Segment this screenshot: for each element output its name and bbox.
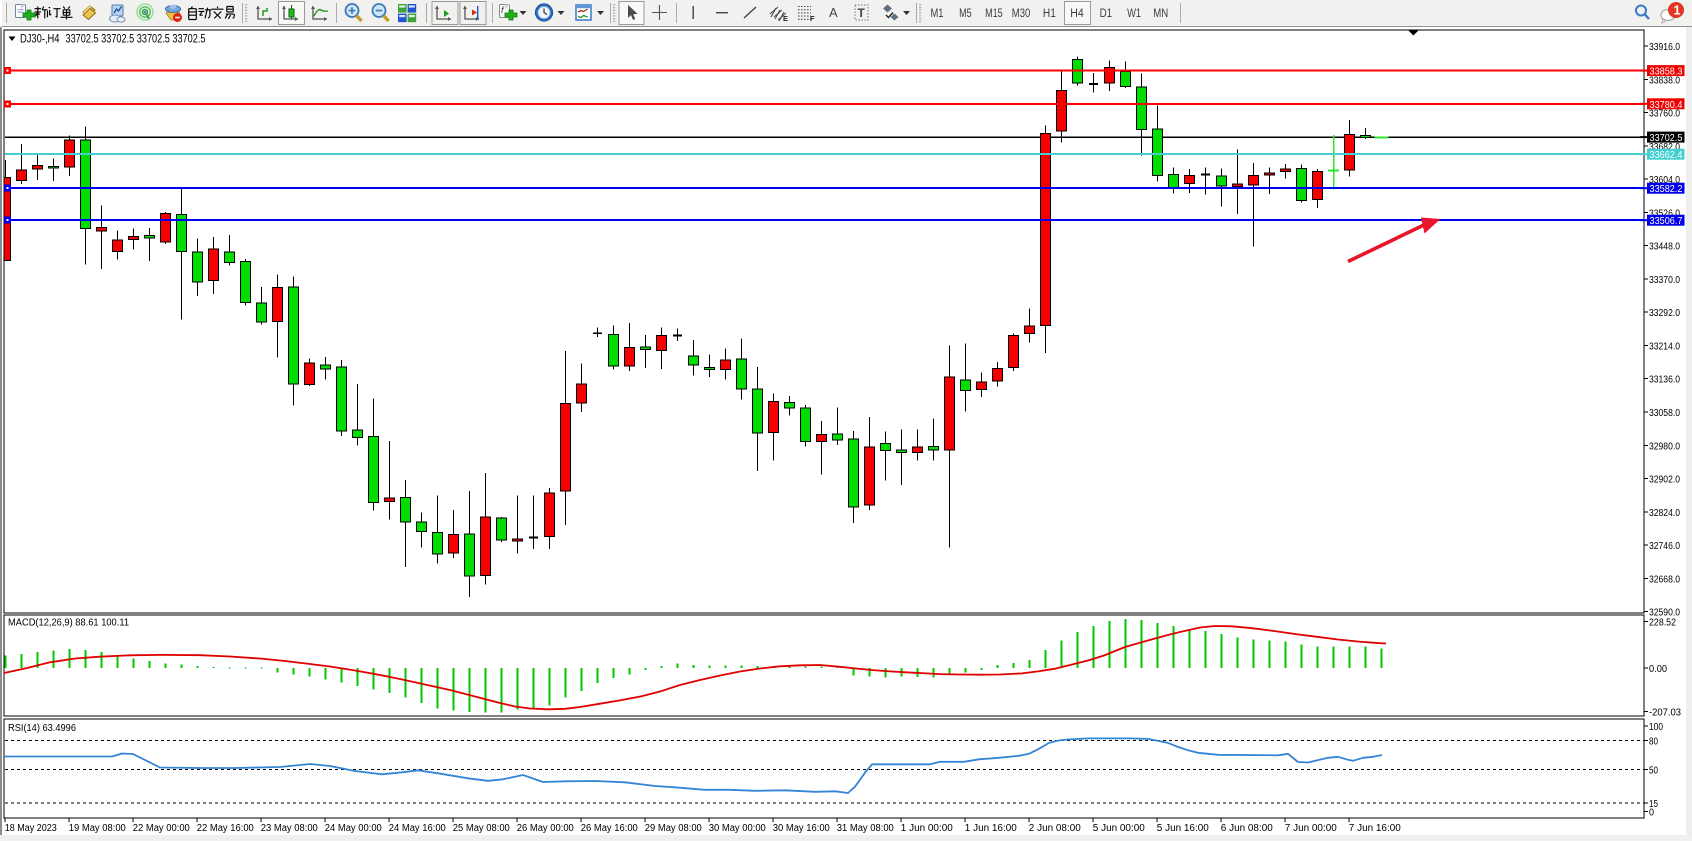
svg-text:D1: D1 xyxy=(1100,8,1113,20)
svg-text:f: f xyxy=(501,5,505,15)
svg-text:22 May 16:00: 22 May 16:00 xyxy=(197,823,254,834)
svg-text:33662.4: 33662.4 xyxy=(1650,149,1683,161)
svg-text:33760.0: 33760.0 xyxy=(1649,109,1680,120)
svg-text:30 May 00:00: 30 May 00:00 xyxy=(709,823,766,834)
svg-text:33214.0: 33214.0 xyxy=(1649,341,1680,352)
svg-text:19 May 08:00: 19 May 08:00 xyxy=(69,823,126,834)
svg-text:E: E xyxy=(783,14,788,23)
svg-text:80: 80 xyxy=(1649,737,1658,748)
svg-text:33682.0: 33682.0 xyxy=(1649,142,1680,153)
svg-text:32590.0: 32590.0 xyxy=(1649,608,1680,619)
svg-text:7 Jun 00:00: 7 Jun 00:00 xyxy=(1285,823,1337,834)
svg-text:MN: MN xyxy=(1153,8,1168,20)
svg-text:24 May 16:00: 24 May 16:00 xyxy=(389,823,446,834)
svg-text:22 May 00:00: 22 May 00:00 xyxy=(133,823,190,834)
svg-text:0.00: 0.00 xyxy=(1649,664,1667,675)
svg-text:25 May 08:00: 25 May 08:00 xyxy=(453,823,510,834)
svg-text:7 Jun 16:00: 7 Jun 16:00 xyxy=(1349,823,1401,834)
svg-text:26 May 16:00: 26 May 16:00 xyxy=(581,823,638,834)
svg-text:2 Jun 08:00: 2 Jun 08:00 xyxy=(1029,823,1081,834)
svg-text:1 Jun 16:00: 1 Jun 16:00 xyxy=(965,823,1017,834)
svg-text:100: 100 xyxy=(1649,722,1663,733)
svg-text:33780.4: 33780.4 xyxy=(1650,99,1683,111)
svg-text:DJ30-,H4: DJ30-,H4 xyxy=(20,34,60,46)
svg-text:M30: M30 xyxy=(1012,8,1031,20)
svg-text:6 Jun 08:00: 6 Jun 08:00 xyxy=(1221,823,1273,834)
svg-text:33058.0: 33058.0 xyxy=(1649,408,1680,419)
svg-text:33858.3: 33858.3 xyxy=(1650,66,1683,78)
svg-text:24 May 00:00: 24 May 00:00 xyxy=(325,823,382,834)
svg-text:29 May 08:00: 29 May 08:00 xyxy=(645,823,702,834)
svg-text:1 Jun 00:00: 1 Jun 00:00 xyxy=(901,823,953,834)
svg-text:0: 0 xyxy=(1649,808,1654,819)
svg-text:228.52: 228.52 xyxy=(1649,618,1676,629)
svg-text:H4: H4 xyxy=(1070,8,1084,20)
svg-text:31 May 08:00: 31 May 08:00 xyxy=(837,823,894,834)
svg-text:15: 15 xyxy=(1649,799,1658,810)
svg-text:30 May 16:00: 30 May 16:00 xyxy=(773,823,830,834)
svg-text:33526.0: 33526.0 xyxy=(1649,208,1680,219)
svg-text:M1: M1 xyxy=(931,8,944,20)
svg-text:1: 1 xyxy=(1674,4,1681,18)
svg-text:5 Jun 16:00: 5 Jun 16:00 xyxy=(1157,823,1209,834)
svg-text:33292.0: 33292.0 xyxy=(1649,308,1680,319)
svg-text:33448.0: 33448.0 xyxy=(1649,242,1680,253)
svg-text:18 May 2023: 18 May 2023 xyxy=(5,823,57,834)
svg-text:A: A xyxy=(829,5,838,20)
svg-text:W1: W1 xyxy=(1127,8,1141,20)
svg-text:M5: M5 xyxy=(959,8,972,20)
svg-text:32746.0: 32746.0 xyxy=(1649,541,1680,552)
svg-text:33702.5: 33702.5 xyxy=(1650,132,1683,144)
svg-text:F: F xyxy=(810,14,815,23)
svg-text:23 May 08:00: 23 May 08:00 xyxy=(261,823,318,834)
svg-text:5 Jun 00:00: 5 Jun 00:00 xyxy=(1093,823,1145,834)
svg-text:H1: H1 xyxy=(1043,8,1056,20)
svg-text:26 May 00:00: 26 May 00:00 xyxy=(517,823,574,834)
svg-text:33136.0: 33136.0 xyxy=(1649,375,1680,386)
svg-text:33582.2: 33582.2 xyxy=(1650,183,1683,195)
svg-text:33604.0: 33604.0 xyxy=(1649,175,1680,186)
svg-text:32980.0: 32980.0 xyxy=(1649,441,1680,452)
svg-text:MACD(12,26,9) 88.61 100.11: MACD(12,26,9) 88.61 100.11 xyxy=(8,617,129,629)
svg-text:-207.03: -207.03 xyxy=(1649,708,1681,719)
svg-text:T: T xyxy=(858,6,866,20)
svg-text:32902.0: 32902.0 xyxy=(1649,475,1680,486)
svg-text:50: 50 xyxy=(1649,765,1658,776)
svg-text:33370.0: 33370.0 xyxy=(1649,275,1680,286)
svg-text:M15: M15 xyxy=(985,8,1003,20)
svg-text:33702.5 33702.5 33702.5 33702.: 33702.5 33702.5 33702.5 33702.5 xyxy=(66,34,206,46)
svg-text:32824.0: 32824.0 xyxy=(1649,508,1680,519)
svg-text:RSI(14) 63.4996: RSI(14) 63.4996 xyxy=(8,722,76,734)
svg-text:32668.0: 32668.0 xyxy=(1649,574,1680,585)
svg-text:33838.0: 33838.0 xyxy=(1649,75,1680,86)
svg-text:33506.7: 33506.7 xyxy=(1650,215,1683,227)
svg-text:33916.0: 33916.0 xyxy=(1649,42,1680,53)
